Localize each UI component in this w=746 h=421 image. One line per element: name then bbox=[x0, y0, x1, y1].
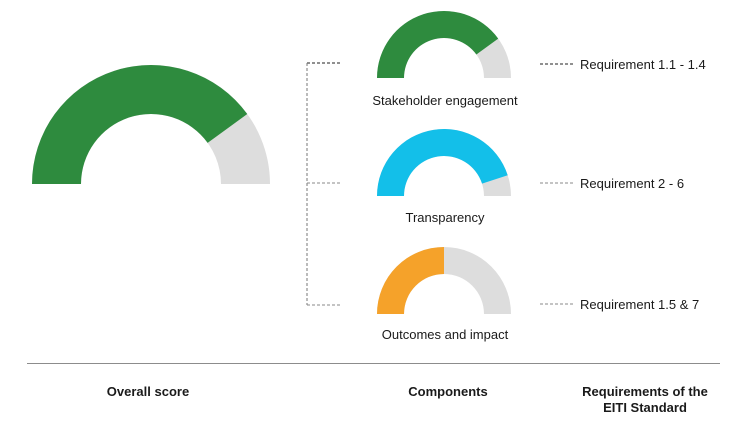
overall-gauge-fill bbox=[32, 64, 248, 184]
footer-overall-score: Overall score bbox=[106, 384, 190, 399]
component-label-outcomes: Outcomes and impact bbox=[382, 327, 509, 342]
overall-bracket bbox=[306, 62, 340, 306]
component-gauge-stakeholder bbox=[377, 10, 511, 78]
requirement-label-3: Requirement 1.5 & 7 bbox=[580, 297, 699, 312]
stakeholder-gauge-fill bbox=[377, 10, 499, 78]
component-gauge-transparency bbox=[377, 128, 511, 196]
transparency-gauge-fill bbox=[377, 128, 508, 196]
footer-requirements: Requirements of the EITI Standard bbox=[565, 384, 725, 416]
footer-requirements-line1: Requirements of the bbox=[582, 384, 708, 399]
footer-requirements-line2: EITI Standard bbox=[603, 400, 687, 415]
footer-divider bbox=[27, 363, 720, 364]
component-label-transparency: Transparency bbox=[406, 210, 485, 225]
requirement-label-2: Requirement 2 - 6 bbox=[580, 176, 684, 191]
component-label-stakeholder: Stakeholder engagement bbox=[372, 93, 518, 108]
requirement-label-1: Requirement 1.1 - 1.4 bbox=[580, 57, 706, 72]
component-gauge-outcomes bbox=[377, 247, 511, 314]
footer-components: Components bbox=[408, 384, 488, 399]
outcomes-gauge-fill bbox=[377, 247, 444, 314]
overall-score-gauge bbox=[32, 64, 270, 184]
